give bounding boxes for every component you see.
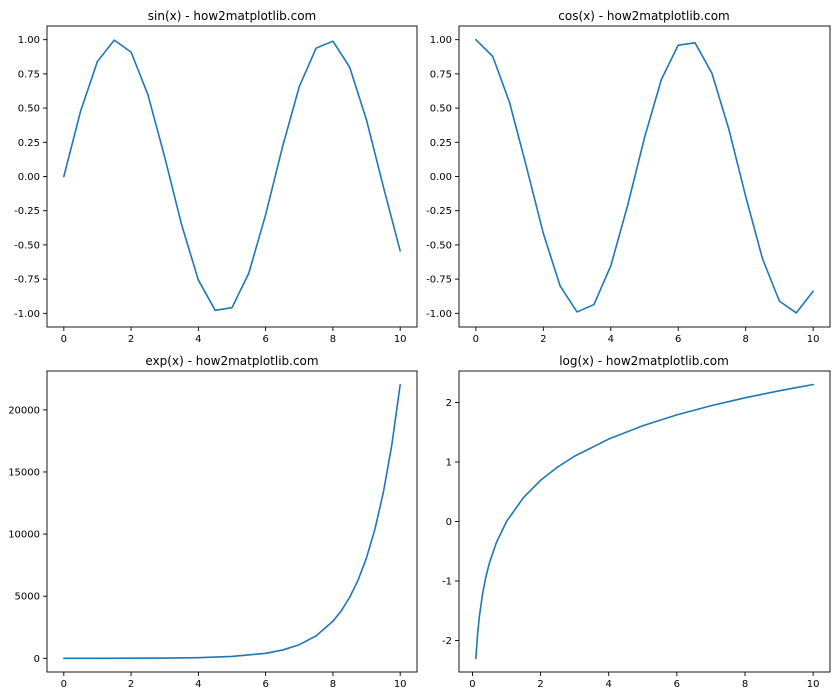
x-tick-label: 10	[807, 679, 820, 690]
subplot-sin: sin(x) - how2matplotlib.com 0 2 4 6 8 10 -1.00…	[14, 9, 418, 345]
y-tick-label: 0.75	[18, 69, 40, 80]
x-tick-label: 2	[128, 679, 134, 690]
y-tick-label: 0	[34, 654, 40, 665]
y-tick-label: -2	[442, 636, 452, 647]
x-tick-label: 0	[61, 679, 67, 690]
y-tick-label: 1.00	[18, 35, 40, 46]
y-tick-label: 0.25	[18, 138, 40, 149]
x-tick-label: 2	[537, 679, 543, 690]
x-tick-label: 4	[195, 334, 201, 345]
y-tick-label: 15000	[8, 467, 40, 478]
subplot-title: log(x) - how2matplotlib.com	[559, 354, 729, 368]
x-tick-label: 0	[61, 334, 67, 345]
y-tick-label: 0	[446, 517, 452, 528]
y-tick-label: -0.75	[426, 275, 452, 286]
y-tick-label: 10000	[8, 530, 40, 541]
x-tick-label: 4	[195, 679, 201, 690]
y-tick-label: -1.00	[14, 309, 40, 320]
x-tick-label: 10	[807, 334, 820, 345]
subplot-title: exp(x) - how2matplotlib.com	[145, 354, 318, 368]
x-tick-label: 8	[742, 334, 748, 345]
x-tick-label: 6	[674, 679, 680, 690]
y-tick-label: -0.50	[426, 240, 452, 251]
x-tick-label: 6	[675, 334, 681, 345]
x-tick-label: 10	[394, 334, 407, 345]
y-tick-label: -0.25	[426, 206, 452, 217]
y-tick-label: 0.00	[18, 172, 40, 183]
x-tick-label: 8	[330, 679, 336, 690]
y-tick-label: 0.25	[430, 138, 452, 149]
subplot-title: cos(x) - how2matplotlib.com	[558, 9, 730, 23]
x-tick-label: 10	[394, 679, 407, 690]
subplot-cos: cos(x) - how2matplotlib.com 0 2 4 6 8 10 -1.00…	[426, 9, 831, 345]
series-line	[475, 383, 814, 660]
x-tick-label: 2	[540, 334, 546, 345]
x-tick-label: 8	[330, 334, 336, 345]
y-tick-label: 1	[446, 458, 452, 469]
series-line	[63, 383, 401, 660]
y-tick-label: 2	[446, 398, 452, 409]
y-tick-label: 20000	[8, 405, 40, 416]
subplot-title: sin(x) - how2matplotlib.com	[148, 9, 317, 23]
subplot-exp: exp(x) - how2matplotlib.com 0 2 4 6 8 10 0 5000…	[8, 354, 418, 690]
y-tick-label: 0.50	[18, 104, 40, 115]
series-line	[63, 39, 401, 312]
x-tick-label: 0	[473, 334, 479, 345]
y-tick-label: 1.00	[430, 35, 452, 46]
y-tick-label: 0.50	[430, 104, 452, 115]
subplot-log: log(x) - how2matplotlib.com 0 2 4 6 8 10 -2 -1 0…	[442, 354, 831, 690]
x-tick-label: 8	[742, 679, 748, 690]
series-line	[475, 38, 814, 314]
y-tick-label: -0.25	[14, 206, 40, 217]
y-tick-label: 0.00	[430, 172, 452, 183]
x-tick-label: 2	[128, 334, 134, 345]
y-tick-label: -1	[442, 576, 452, 587]
y-tick-label: -1.00	[426, 309, 452, 320]
y-tick-label: 5000	[15, 592, 40, 603]
x-tick-label: 6	[262, 679, 268, 690]
axes-frame	[46, 370, 418, 673]
x-tick-label: 4	[608, 334, 614, 345]
x-tick-label: 0	[469, 679, 475, 690]
x-tick-label: 6	[262, 334, 268, 345]
y-tick-label: -0.75	[14, 275, 40, 286]
y-tick-label: 0.75	[430, 69, 452, 80]
x-tick-label: 4	[606, 679, 612, 690]
y-tick-label: -0.50	[14, 240, 40, 251]
